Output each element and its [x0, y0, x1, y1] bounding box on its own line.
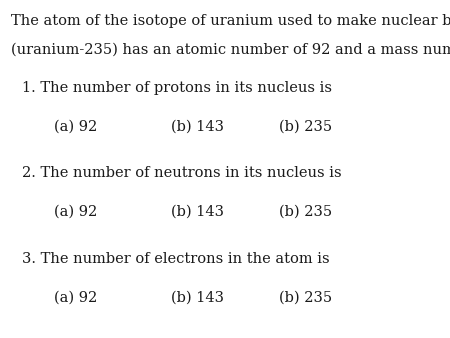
Text: (b) 235: (b) 235 [279, 204, 332, 218]
Text: (a) 92: (a) 92 [54, 120, 97, 134]
Text: (uranium-235) has an atomic number of 92 and a mass number of 235.: (uranium-235) has an atomic number of 92… [11, 42, 450, 56]
Text: (b) 235: (b) 235 [279, 120, 332, 134]
Text: (b) 143: (b) 143 [171, 291, 224, 305]
Text: (a) 92: (a) 92 [54, 204, 97, 218]
Text: 2. The number of neutrons in its nucleus is: 2. The number of neutrons in its nucleus… [22, 166, 342, 179]
Text: (a) 92: (a) 92 [54, 291, 97, 305]
Text: The atom of the isotope of uranium used to make nuclear bombs: The atom of the isotope of uranium used … [11, 14, 450, 27]
Text: 1. The number of protons in its nucleus is: 1. The number of protons in its nucleus … [22, 81, 333, 95]
Text: (b) 143: (b) 143 [171, 120, 224, 134]
Text: 3. The number of electrons in the atom is: 3. The number of electrons in the atom i… [22, 252, 330, 266]
Text: (b) 143: (b) 143 [171, 204, 224, 218]
Text: (b) 235: (b) 235 [279, 291, 332, 305]
